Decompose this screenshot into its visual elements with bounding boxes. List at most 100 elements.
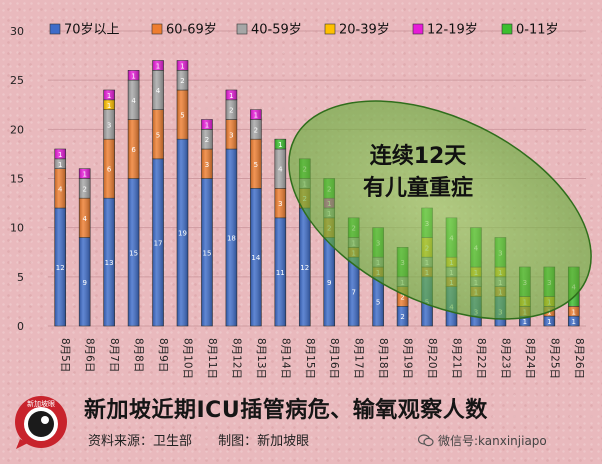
bar-shade	[519, 316, 531, 326]
bar-value-label: 1	[254, 112, 258, 120]
legend-label: 70岁以上	[64, 23, 120, 38]
bar-shade	[128, 119, 140, 179]
y-tick-label: 15	[10, 173, 24, 186]
x-tick-label: 8月5日	[59, 338, 71, 372]
bar-shade	[372, 276, 384, 326]
bar-shade	[177, 60, 188, 71]
bar-shade	[274, 149, 286, 189]
legend-label: 0-11岁	[516, 23, 559, 38]
bar-shade	[348, 257, 360, 326]
legend-item: 40-59岁	[236, 23, 302, 38]
bar-stack: 9 4 2 1	[78, 168, 91, 327]
bar-value-label: 19	[178, 230, 187, 238]
y-axis: 0 5 10 15 20 25 30	[10, 25, 24, 333]
x-tick-label: 8月8日	[133, 338, 145, 372]
bar-shade	[152, 109, 164, 159]
bar-stack: 19 5 2 1	[176, 60, 189, 327]
y-tick-label: 5	[17, 271, 24, 284]
x-tick-label: 8月7日	[108, 338, 120, 372]
bar-value-label: 1	[180, 62, 184, 70]
bar-shade	[152, 70, 164, 110]
bar-shade	[177, 90, 188, 140]
bar-stack: 13 6 3 1 1	[103, 89, 115, 327]
bar-shade	[250, 109, 262, 120]
y-tick-label: 10	[10, 222, 24, 235]
bar-value-label: 17	[154, 239, 163, 247]
wechat-text: 微信号:kanxinjiapo	[438, 434, 547, 448]
bar-stack: 12 4 1 1	[54, 148, 67, 327]
bar-value-label: 9	[82, 279, 86, 287]
x-axis: 8月5日 8月6日 8月7日 8月8日 8月9日 8月10日 8月11日 8月12日 8月13日…	[59, 338, 585, 379]
x-tick-label: 8月17日	[353, 338, 365, 379]
legend-label: 60-69岁	[166, 23, 217, 38]
bar-shade	[568, 316, 580, 326]
bar-value-label: 1	[278, 141, 282, 149]
bar-shade	[103, 139, 115, 199]
bar-shade	[177, 70, 188, 90]
bar-value-label: 15	[202, 249, 211, 257]
bar-value-label: 5	[254, 161, 258, 169]
bar-value-label: 2	[400, 294, 404, 302]
bar-value-label: 1	[107, 102, 111, 110]
credit-text: 制图：新加坡眼	[218, 434, 310, 449]
bar-value-label: 9	[327, 279, 331, 287]
bar-value-label: 2	[400, 313, 404, 321]
bar-shade	[397, 286, 409, 307]
highlight-annotation: 连续12天 有儿童重症	[288, 100, 592, 320]
bar-value-label: 15	[129, 249, 138, 257]
bar-value-label: 3	[205, 161, 209, 169]
bar-value-label: 1	[107, 92, 111, 100]
bar-shade	[177, 139, 188, 326]
x-tick-label: 8月23日	[499, 338, 511, 379]
x-tick-label: 8月18日	[377, 338, 389, 379]
bar-value-label: 2	[180, 77, 184, 85]
bar-value-label: 3	[278, 200, 282, 208]
bar-value-label: 1	[58, 161, 62, 169]
bar-value-label: 1	[547, 318, 551, 326]
x-tick-label: 8月22日	[475, 338, 487, 379]
legend-label: 20-39岁	[339, 23, 390, 38]
x-tick-label: 8月21日	[451, 338, 463, 379]
x-tick-label: 8月10日	[182, 338, 194, 379]
bar-shade	[79, 168, 91, 179]
annotation-line-2: 有儿童重症	[363, 175, 473, 201]
bar-value-label: 1	[572, 308, 576, 316]
bar-shade	[250, 139, 262, 189]
x-tick-label: 8月20日	[426, 338, 438, 379]
legend-item: 12-19岁	[412, 23, 478, 38]
bar-stack: 15 6 4 1	[127, 70, 140, 327]
bar-value-label: 2	[82, 185, 86, 193]
footer-title: 新加坡近期ICU插管病危、输氧观察人数	[84, 398, 488, 423]
bar-value-label: 4	[82, 215, 87, 223]
bar-value-label: 1	[523, 318, 527, 326]
bar-value-label: 4	[278, 166, 283, 174]
bar-shade	[397, 306, 409, 326]
legend-swatch	[501, 23, 513, 35]
bar-shade	[79, 237, 91, 326]
bar-value-label: 1	[156, 62, 160, 70]
bar-shade	[103, 198, 115, 326]
legend-item: 0-11岁	[501, 23, 559, 38]
bar-stack: 15 3 2 1	[201, 119, 213, 327]
bar-value-label: 2	[229, 107, 233, 115]
x-tick-label: 8月12日	[230, 338, 242, 379]
bar-shade	[274, 217, 286, 326]
legend: 70岁以上 60-69岁 40-59岁 20-39岁 12-19岁 0-11岁	[49, 23, 559, 38]
bar-value-label: 3	[107, 121, 111, 129]
bar-value-label: 1	[572, 318, 576, 326]
bar-stack: 14 5 2 1	[250, 109, 262, 327]
x-tick-label: 8月25日	[548, 338, 560, 379]
x-tick-label: 8月9日	[157, 338, 169, 372]
bar-shade	[274, 188, 286, 218]
x-tick-label: 8月6日	[84, 338, 96, 372]
bar-value-label: 18	[227, 235, 236, 243]
bar-shade	[152, 60, 164, 71]
bar-shade	[201, 119, 213, 130]
bar-shade	[225, 119, 237, 149]
source-text: 资料来源：卫生部	[88, 434, 193, 449]
legend-label: 12-19岁	[427, 23, 478, 38]
bar-shade	[103, 99, 115, 110]
bar-shade	[152, 158, 164, 326]
bar-value-label: 6	[131, 146, 136, 154]
